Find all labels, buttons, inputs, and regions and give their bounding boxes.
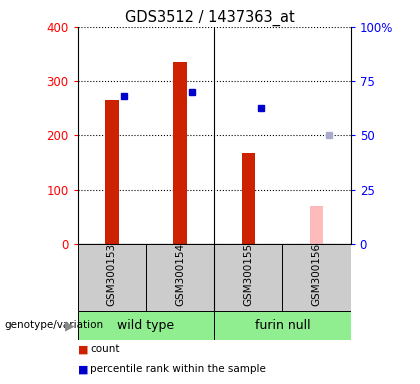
Text: GSM300153: GSM300153 — [107, 243, 117, 306]
Bar — [282, 244, 351, 311]
Text: GDS3512 / 1437363_at: GDS3512 / 1437363_at — [125, 10, 295, 26]
Text: ■: ■ — [78, 344, 88, 354]
Text: GSM300156: GSM300156 — [312, 243, 322, 306]
Bar — [241, 153, 255, 244]
Bar — [78, 244, 146, 311]
Bar — [105, 100, 119, 244]
Bar — [173, 62, 187, 244]
Text: GSM300154: GSM300154 — [175, 243, 185, 306]
Bar — [214, 311, 351, 340]
Text: count: count — [90, 344, 120, 354]
Text: ■: ■ — [78, 364, 88, 374]
Text: wild type: wild type — [117, 319, 175, 332]
Text: furin null: furin null — [255, 319, 310, 332]
Bar — [310, 206, 323, 244]
Text: genotype/variation: genotype/variation — [4, 320, 103, 331]
Text: ▶: ▶ — [65, 319, 75, 332]
Text: GSM300155: GSM300155 — [243, 243, 253, 306]
Bar — [214, 244, 282, 311]
Bar — [146, 244, 214, 311]
Text: percentile rank within the sample: percentile rank within the sample — [90, 364, 266, 374]
Bar — [78, 311, 214, 340]
